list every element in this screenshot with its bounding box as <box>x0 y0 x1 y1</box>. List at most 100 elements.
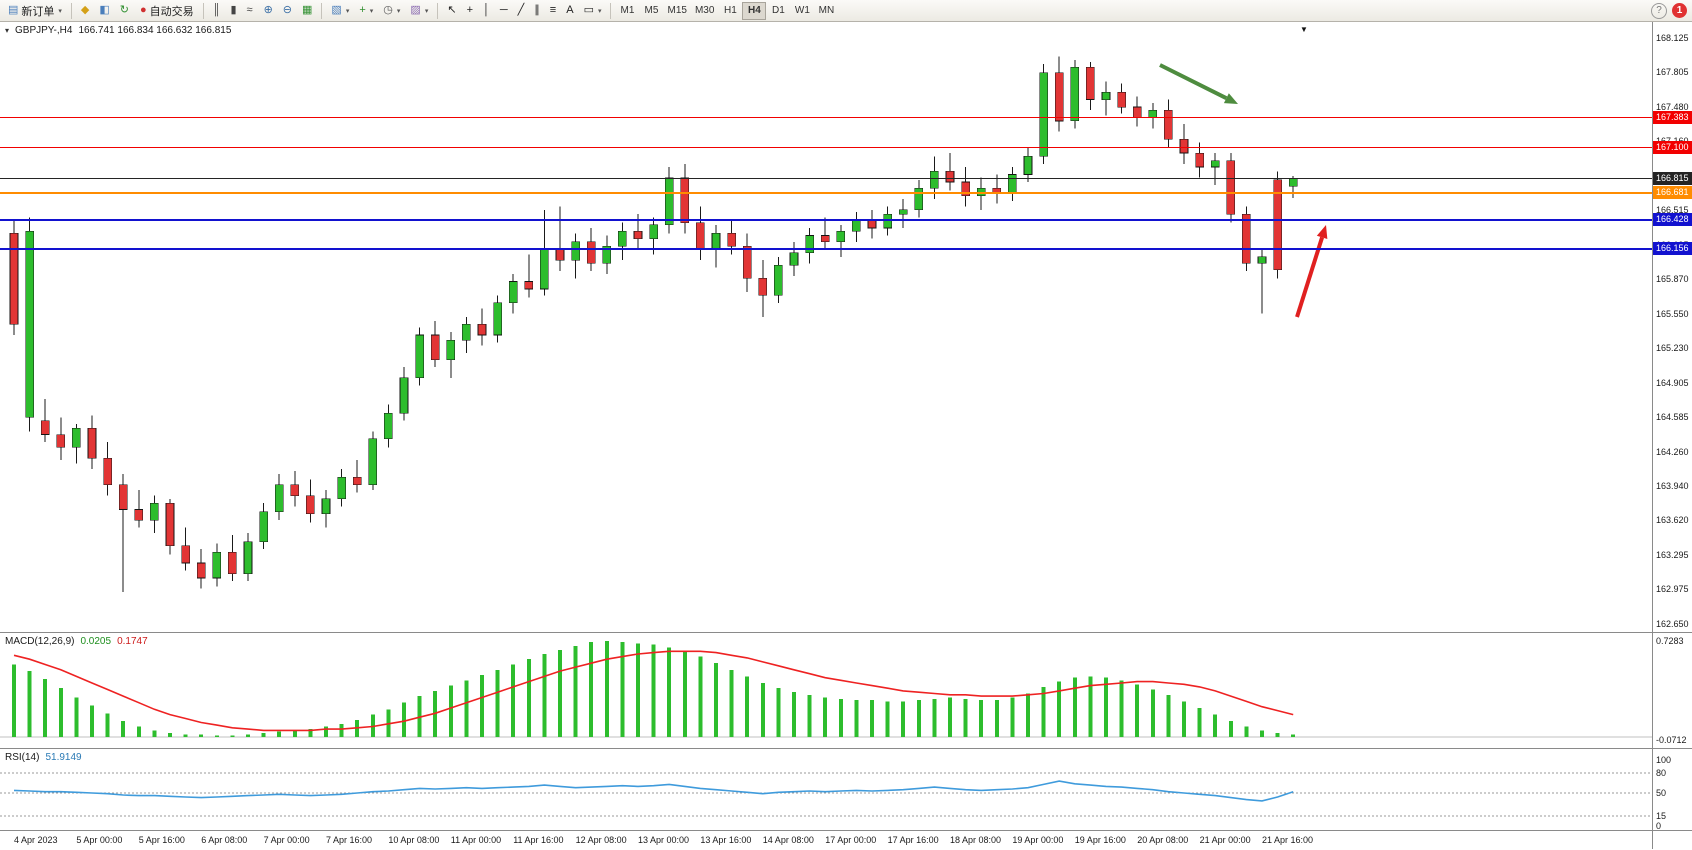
templates-icon: ▨ <box>410 4 421 16</box>
macd-histogram-bar <box>651 644 656 737</box>
candle-down <box>352 477 362 486</box>
macd-histogram-bar <box>1072 677 1077 737</box>
macd-histogram-bar <box>1104 677 1108 737</box>
bars-chart-button[interactable]: ║ <box>208 1 226 20</box>
candle-up <box>1257 256 1267 264</box>
indicators-add-button[interactable]: + ▾ <box>354 1 378 20</box>
price-tag-167.383: 167.383 <box>1653 110 1692 124</box>
level-line-167.383[interactable] <box>0 116 1652 118</box>
data-window-icon: ◧ <box>99 4 110 16</box>
timeframe-m1[interactable]: M1 <box>615 2 639 20</box>
new-order-button[interactable]: ▤ 新订单 ▾ <box>3 1 67 20</box>
candle-down <box>1179 138 1189 154</box>
date-axis[interactable]: 4 Apr 2023 5 Apr 00:00 5 Apr 16:00 6 Apr 08… <box>0 831 1652 849</box>
date-label: 5 Apr 16:00 <box>138 835 185 845</box>
market-watch-button[interactable]: ◆ <box>76 1 94 20</box>
autotrade-label: 自动交易 <box>149 5 194 18</box>
macd-histogram-bar <box>90 705 94 737</box>
cursor-button[interactable]: ↖ <box>442 1 461 20</box>
price-chart-pane[interactable]: ▾ GBPJPY-,H4 166.741 166.834 166.632 166… <box>0 22 1652 632</box>
help-icon[interactable]: ? <box>1651 2 1667 19</box>
scroll-to-end-icon[interactable]: ▼ <box>1300 25 1308 34</box>
macd-axis[interactable]: 0.7283 -0.0712 <box>1652 633 1692 748</box>
rsi-pane[interactable]: RSI(14) 51.9149 <box>0 749 1652 830</box>
templates-button[interactable]: ▨ ▾ <box>405 1 433 20</box>
new-chart-button[interactable]: ▧ ▾ <box>326 1 354 20</box>
crosshair-button[interactable]: + <box>462 1 478 20</box>
green-arrow <box>1159 63 1228 100</box>
candle-down <box>181 545 190 564</box>
horizontal-line-button[interactable]: ─ <box>495 1 513 20</box>
macd-histogram-bar <box>963 698 968 737</box>
timeframe-h4[interactable]: H4 <box>742 1 767 20</box>
crosshair-icon: + <box>466 4 473 16</box>
shapes-button[interactable]: ▭ ▾ <box>579 1 607 20</box>
tile-windows-button[interactable]: ▦ <box>297 1 317 20</box>
date-label: 14 Apr 08:00 <box>762 835 814 845</box>
macd-histogram-bar <box>480 675 484 737</box>
level-line-166.428[interactable] <box>0 218 1652 221</box>
candle-down <box>555 249 565 261</box>
toolbar-separator <box>610 2 612 19</box>
vertical-line-button[interactable]: │ <box>478 1 495 20</box>
text-button[interactable]: A <box>561 1 578 20</box>
data-window-button[interactable]: ◧ <box>94 1 114 20</box>
candles-chart-button[interactable]: ▮ <box>225 1 241 20</box>
candle-down <box>9 233 19 325</box>
macd-histogram-bar <box>168 733 172 737</box>
refresh-icon: ↻ <box>119 4 130 16</box>
price-axis-label: 168.125 <box>1656 33 1689 43</box>
candle-up <box>1023 156 1033 175</box>
macd-histogram-bar <box>1119 680 1124 737</box>
macd-histogram-bar <box>948 697 952 737</box>
date-label: 4 Apr 2023 <box>14 835 58 845</box>
timeframe-m15[interactable]: M15 <box>663 2 690 20</box>
horizontal-line-icon: ─ <box>499 4 508 16</box>
refresh-button[interactable]: ↻ <box>115 1 134 20</box>
price-axis-label: 164.585 <box>1656 411 1689 422</box>
price-axis[interactable]: 168.125167.805167.480167.160166.840166.5… <box>1652 22 1692 632</box>
timeframe-w1[interactable]: W1 <box>790 2 814 20</box>
toolbar-separator <box>202 2 204 19</box>
macd-histogram-bar <box>464 680 469 737</box>
macd-histogram-bar <box>729 669 734 737</box>
macd-histogram-bar <box>573 646 578 737</box>
candle-up <box>72 427 81 448</box>
level-line-166.815[interactable] <box>0 177 1652 179</box>
zoom-in-button[interactable]: ⊕ <box>259 1 278 20</box>
level-line-166.681[interactable] <box>0 191 1652 194</box>
timeframe-d1[interactable]: D1 <box>766 2 790 20</box>
chart-collapse-icon[interactable]: ▾ <box>5 26 10 35</box>
macd-histogram-bar <box>776 688 781 737</box>
autotrade-button[interactable]: ● 自动交易 <box>135 1 199 20</box>
macd-histogram-bar <box>261 733 266 737</box>
channel-button[interactable]: ∥ <box>529 1 545 20</box>
notification-badge[interactable]: 1 <box>1672 3 1687 18</box>
timeframe-m5[interactable]: M5 <box>639 2 663 20</box>
level-line-167.100[interactable] <box>0 147 1652 149</box>
date-label: 13 Apr 16:00 <box>700 835 752 845</box>
macd-pane[interactable]: MACD(12,26,9) 0.0205 0.1747 <box>0 633 1652 748</box>
rsi-axis[interactable]: 100 80 50 15 0 <box>1652 749 1692 831</box>
candle-down <box>820 235 830 243</box>
price-tag-166.428: 166.428 <box>1653 213 1692 227</box>
date-label: 6 Apr 08:00 <box>201 835 248 845</box>
fibonacci-button[interactable]: ≡ <box>545 1 561 20</box>
macd-histogram-bar <box>448 685 453 737</box>
zoom-out-button[interactable]: ⊖ <box>278 1 297 20</box>
timeframe-m30[interactable]: M30 <box>691 2 718 20</box>
macd-histogram-bar <box>760 683 765 737</box>
macd-histogram-bar <box>1026 693 1030 737</box>
toolbar: ▤ 新订单 ▾ ◆ ◧ ↻ ● 自动交易 ║ ▮ ≈ ⊕ ⊖ ▦ ▧ ▾ + ▾ ◷ ▾ ▨ ▾ ↖ + │ ─… <box>0 0 1692 22</box>
periods-clock-button[interactable]: ◷ ▾ <box>378 1 405 20</box>
candle-up <box>259 511 268 542</box>
macd-row: MACD(12,26,9) 0.0205 0.1747 0.7283 -0.071… <box>0 633 1692 749</box>
trendline-button[interactable]: ╱ <box>513 1 530 20</box>
candle-up <box>836 230 846 243</box>
candle-up <box>1039 72 1048 157</box>
level-line-166.156[interactable] <box>0 247 1652 250</box>
timeframe-h1[interactable]: H1 <box>718 2 742 20</box>
macd-histogram-bar <box>1057 681 1062 737</box>
line-chart-button[interactable]: ≈ <box>242 1 258 20</box>
timeframe-mn[interactable]: MN <box>814 2 838 20</box>
